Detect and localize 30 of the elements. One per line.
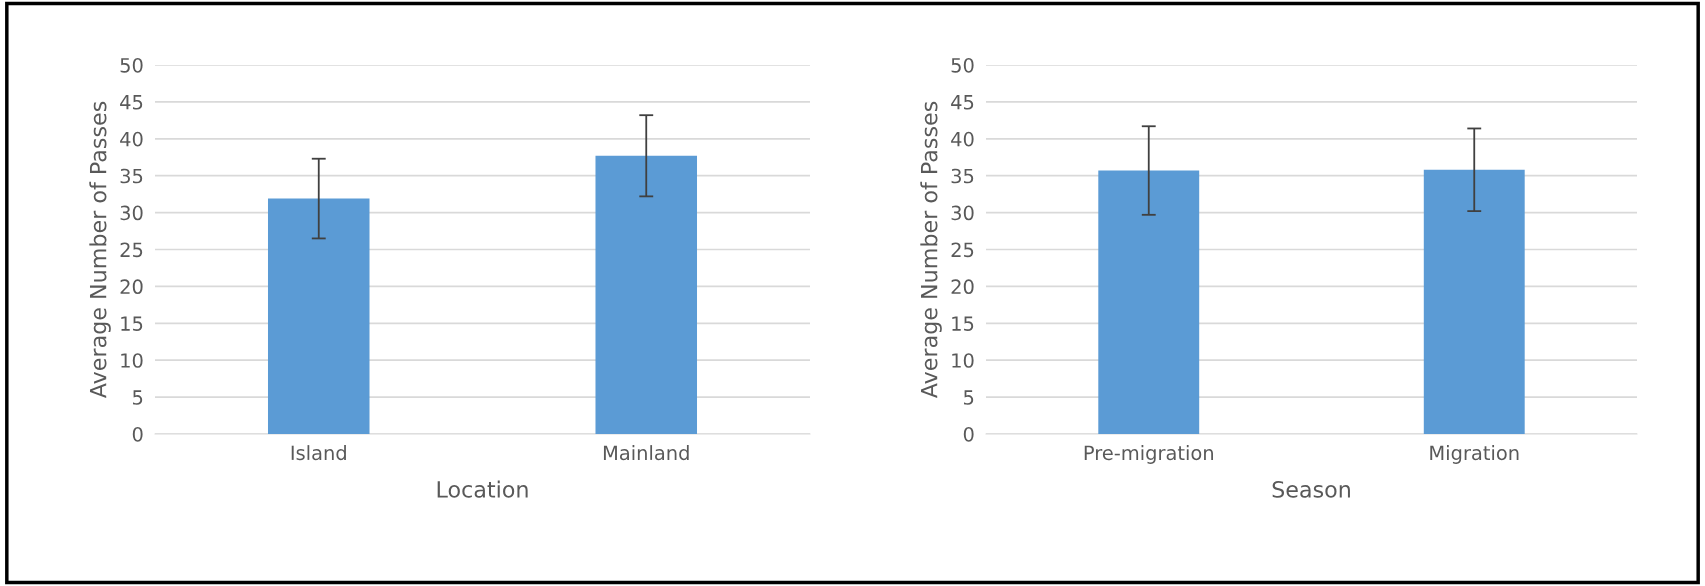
y-tick-label: 35 (120, 168, 143, 184)
y-tick-label: 20 (120, 279, 143, 295)
y-tick-label: 40 (120, 131, 143, 147)
x-tick-label: Pre-migration (1084, 445, 1213, 464)
y-tick-label: 10 (952, 353, 974, 368)
y-axis-title: Average Number of Passes (89, 101, 111, 399)
x-tick-label: Mainland (603, 445, 689, 461)
x-axis-title: Season (1272, 480, 1350, 498)
x-tick-label: Migration (1430, 445, 1519, 464)
y-tick-label: 25 (951, 242, 974, 258)
y-tick-label: 50 (120, 57, 143, 73)
y-tick-label: 25 (120, 242, 143, 258)
y-tick-label: 5 (964, 390, 974, 405)
y-tick-label: 30 (951, 205, 974, 221)
y-tick-label: 35 (951, 168, 974, 184)
x-axis-title: Location (437, 480, 528, 498)
y-tick-label: 15 (952, 316, 974, 331)
x-tick-label: Island (291, 445, 346, 461)
y-tick-label: 45 (951, 95, 974, 110)
y-tick-label: 0 (963, 426, 974, 442)
y-tick-label: 10 (121, 353, 143, 368)
y-tick-label: 40 (951, 131, 974, 147)
y-tick-label: 30 (120, 205, 143, 221)
y-tick-label: 5 (133, 390, 143, 405)
y-tick-label: 0 (132, 426, 143, 442)
y-tick-label: 15 (121, 316, 143, 331)
y-tick-label: 45 (120, 95, 143, 110)
y-tick-label: 50 (951, 57, 974, 73)
y-axis-title: Average Number of Passes (920, 101, 942, 399)
y-tick-label: 20 (951, 279, 974, 295)
